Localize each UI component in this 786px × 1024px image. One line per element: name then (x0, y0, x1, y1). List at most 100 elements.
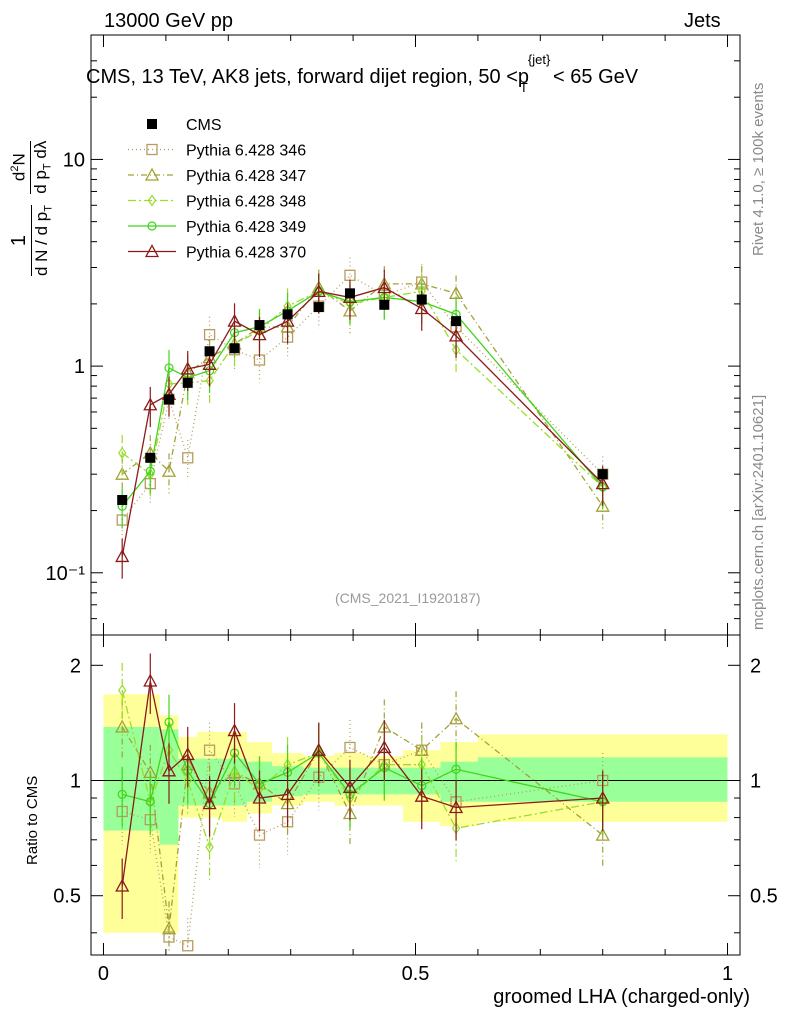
ratio-line-p346 (122, 746, 603, 947)
marker-p349 (145, 466, 155, 476)
legend-marker-p348 (147, 194, 157, 207)
legend-marker-p370 (144, 244, 160, 258)
ratio-marker-p348 (205, 841, 214, 854)
series-line-p348 (121, 290, 604, 488)
ratio-marker-p346 (203, 744, 216, 756)
cms-data-point (597, 469, 608, 480)
title-p: p (517, 66, 530, 88)
ratio-series-p370 (115, 653, 610, 920)
ratio-marker-p349 (164, 717, 174, 727)
marker-p347 (595, 498, 610, 512)
ratio-marker-p370 (161, 763, 177, 777)
cms-data-point (204, 346, 215, 357)
mcplots-label: mcplots.cern.ch [arXiv:2401.10621] (750, 394, 767, 630)
ratio-marker-p347 (161, 921, 177, 935)
ratio-y-tick-label-right: 2 (750, 655, 761, 677)
ratio-marker-p346 (182, 940, 194, 952)
series-line-p370 (121, 286, 604, 557)
legend-label-cms: CMS (186, 117, 222, 134)
legend-label-p347: Pythia 6.428 347 (186, 168, 306, 185)
marker-p370 (448, 328, 464, 342)
uncertainty-bands (103, 694, 728, 933)
marker-p370 (377, 280, 392, 294)
series-line-p346 (121, 274, 604, 521)
title-pt: p T {jet} (517, 52, 550, 95)
energy-label: 13000 GeV pp (104, 10, 233, 32)
ratio-y-tick-label: 2 (70, 655, 81, 677)
marker-p370 (280, 313, 295, 327)
ratio-marker-p370 (595, 790, 610, 804)
marker-p346 (203, 328, 216, 341)
marker-p370 (595, 476, 610, 490)
ratio-y-tick-label: 1 (70, 771, 81, 793)
ratio-y-axis-label: Ratio to CMS (24, 775, 41, 865)
rivet-version-label: Rivet 4.1.0, ≥ 100k events (750, 82, 767, 256)
series-line-p347 (121, 283, 604, 507)
y-tick-label: 10⁻¹ (46, 563, 86, 585)
x-axis-label: groomed LHA (charged-only) (493, 986, 750, 1008)
ratio-marker-p370 (342, 779, 358, 793)
axis-ticks: 0 0.5 1 10⁻¹ 1 10 0.5 0.5 1 1 2 2 (46, 34, 778, 985)
ratio-marker-p349 (145, 797, 155, 807)
ratio-marker-p347 (448, 711, 464, 725)
plot-title: CMS, 13 TeV, AK8 jets, forward dijet reg… (86, 52, 639, 95)
x-tick-label: 0.5 (402, 963, 430, 985)
ratio-marker-p370 (202, 796, 217, 810)
marker-p370 (202, 356, 217, 370)
ratio-marker-p347 (595, 827, 610, 841)
ratio-marker-p347 (115, 719, 130, 733)
analysis-id: (CMS_2021_I1920187) (335, 590, 481, 606)
ratio-marker-p370 (180, 747, 195, 761)
legend-label-p346: Pythia 6.428 346 (186, 143, 306, 160)
marker-p370 (115, 549, 130, 563)
ratio-line-p347 (121, 717, 604, 929)
cms-data-point (379, 299, 390, 310)
series-cms-data (117, 288, 608, 505)
legend-marker-p346 (146, 143, 158, 156)
y-tick-label: 1 (74, 356, 85, 378)
ratio-line-p348 (121, 690, 603, 850)
series-p349 (117, 273, 608, 529)
title-prefix: CMS, 13 TeV, AK8 jets, forward dijet reg… (86, 66, 518, 88)
series-layer (115, 257, 610, 952)
marker-p349 (164, 363, 174, 373)
legend: CMS Pythia 6.428 346 Pythia 6.428 347 Pythi… (128, 117, 306, 262)
legend-label-p370: Pythia 6.428 370 (186, 245, 306, 262)
series-p348 (117, 273, 607, 510)
y-tick-label: 10 (63, 149, 85, 171)
cms-data-point (117, 494, 128, 505)
marker-p346 (344, 269, 356, 281)
title-suffix: < 65 GeV (553, 66, 639, 88)
cms-data-point (145, 452, 156, 463)
ratio-marker-p370 (377, 740, 392, 754)
ratio-y-tick-label-right: 1 (750, 771, 761, 793)
x-tick-label: 1 (722, 963, 733, 985)
cms-data-point (313, 302, 324, 313)
marker-p370 (414, 301, 429, 315)
cms-data-point (282, 309, 293, 320)
legend-label-p349: Pythia 6.428 349 (186, 219, 306, 236)
legend-marker-cms (147, 119, 157, 129)
legend-marker-p349 (147, 221, 157, 231)
marker-p370 (252, 327, 267, 341)
ratio-marker-p370 (414, 788, 429, 802)
marker-p370 (311, 283, 326, 297)
ratio-marker-p346 (344, 741, 356, 754)
cms-data-point (254, 320, 265, 331)
marker-p370 (143, 397, 158, 411)
cms-data-point (451, 316, 462, 327)
cms-data-point (344, 288, 355, 299)
ratio-marker-p370 (252, 790, 267, 804)
ratio-marker-p370 (143, 673, 158, 687)
ratio-y-tick-label-right: 0.5 (750, 886, 778, 908)
cms-data-point (416, 294, 427, 305)
marker-p346 (182, 452, 194, 464)
marker-p347 (115, 466, 130, 480)
marker-p370 (180, 361, 195, 375)
x-tick-label: 0 (98, 963, 109, 985)
cms-data-point (182, 377, 193, 388)
ratio-marker-p370 (448, 800, 464, 814)
jets-label: Jets (684, 10, 721, 32)
